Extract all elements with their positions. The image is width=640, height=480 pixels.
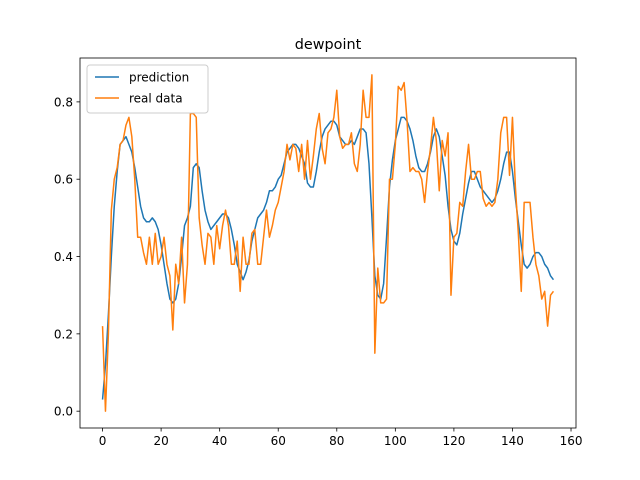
x-tick-label: 100: [384, 434, 407, 448]
x-tick-label: 120: [442, 434, 465, 448]
y-tick-label: 0.0: [54, 405, 73, 419]
chart-title: dewpoint: [295, 37, 362, 53]
y-tick-label: 0.4: [54, 250, 73, 264]
y-tick-label: 0.8: [54, 95, 73, 109]
x-tick-label: 140: [501, 434, 524, 448]
x-tick-label: 80: [329, 434, 344, 448]
y-tick-label: 0.2: [54, 327, 73, 341]
plot-frame: [79, 57, 577, 429]
data-line: [101, 74, 555, 412]
x-tick-label: 20: [153, 434, 168, 448]
y-tick-label: 0.6: [54, 173, 73, 187]
x-tick-label: 40: [212, 434, 227, 448]
legend-label: real data: [129, 92, 183, 106]
data-line: [101, 116, 555, 400]
x-tick-label: 0: [99, 434, 107, 448]
x-tick-label: 60: [271, 434, 286, 448]
x-tick-label: 160: [560, 434, 583, 448]
legend-label: prediction: [129, 71, 189, 85]
